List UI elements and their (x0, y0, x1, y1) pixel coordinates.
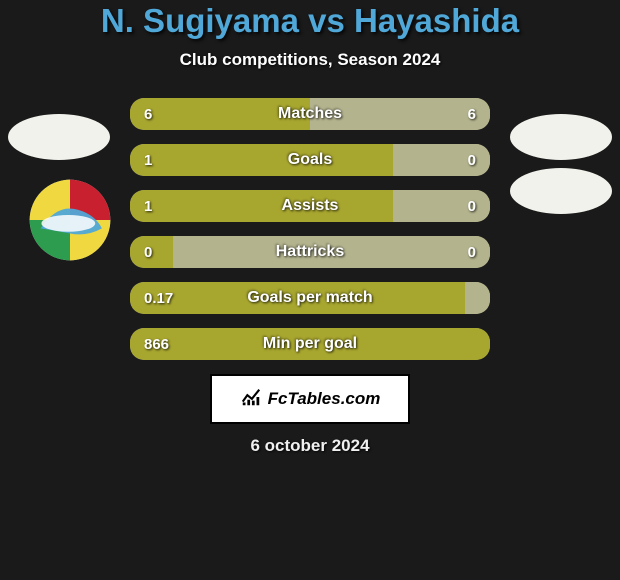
player-photo-right (510, 114, 612, 160)
page-subtitle: Club competitions, Season 2024 (0, 50, 620, 70)
stat-row: Min per goal866 (130, 328, 490, 360)
date-label: 6 october 2024 (0, 436, 620, 456)
stat-row: Goals10 (130, 144, 490, 176)
stat-bar-left (130, 144, 393, 176)
footer-logo: FcTables.com (210, 374, 410, 424)
stat-bar-right (465, 282, 490, 314)
footer-logo-text: FcTables.com (268, 389, 381, 409)
stat-bar-right (393, 144, 490, 176)
player-photo-left (8, 114, 110, 160)
stat-bar-right (310, 98, 490, 130)
stat-bar-right (173, 236, 490, 268)
stats-bars: Matches66 Goals10 Assists10 Hattricks00 Goal… (130, 98, 490, 360)
page-title: N. Sugiyama vs Hayashida (0, 2, 620, 40)
chart-icon (240, 386, 262, 413)
stat-bar-left (130, 328, 490, 360)
team-logo-left (28, 178, 112, 262)
stat-row: Matches66 (130, 98, 490, 130)
stat-bar-left (130, 190, 393, 222)
stat-bar-left (130, 236, 173, 268)
stat-row: Assists10 (130, 190, 490, 222)
team-right-oval (510, 168, 612, 214)
stat-bar-left (130, 282, 465, 314)
stat-bar-right (393, 190, 490, 222)
stat-row: Goals per match0.17 (130, 282, 490, 314)
stat-bar-left (130, 98, 310, 130)
stat-row: Hattricks00 (130, 236, 490, 268)
